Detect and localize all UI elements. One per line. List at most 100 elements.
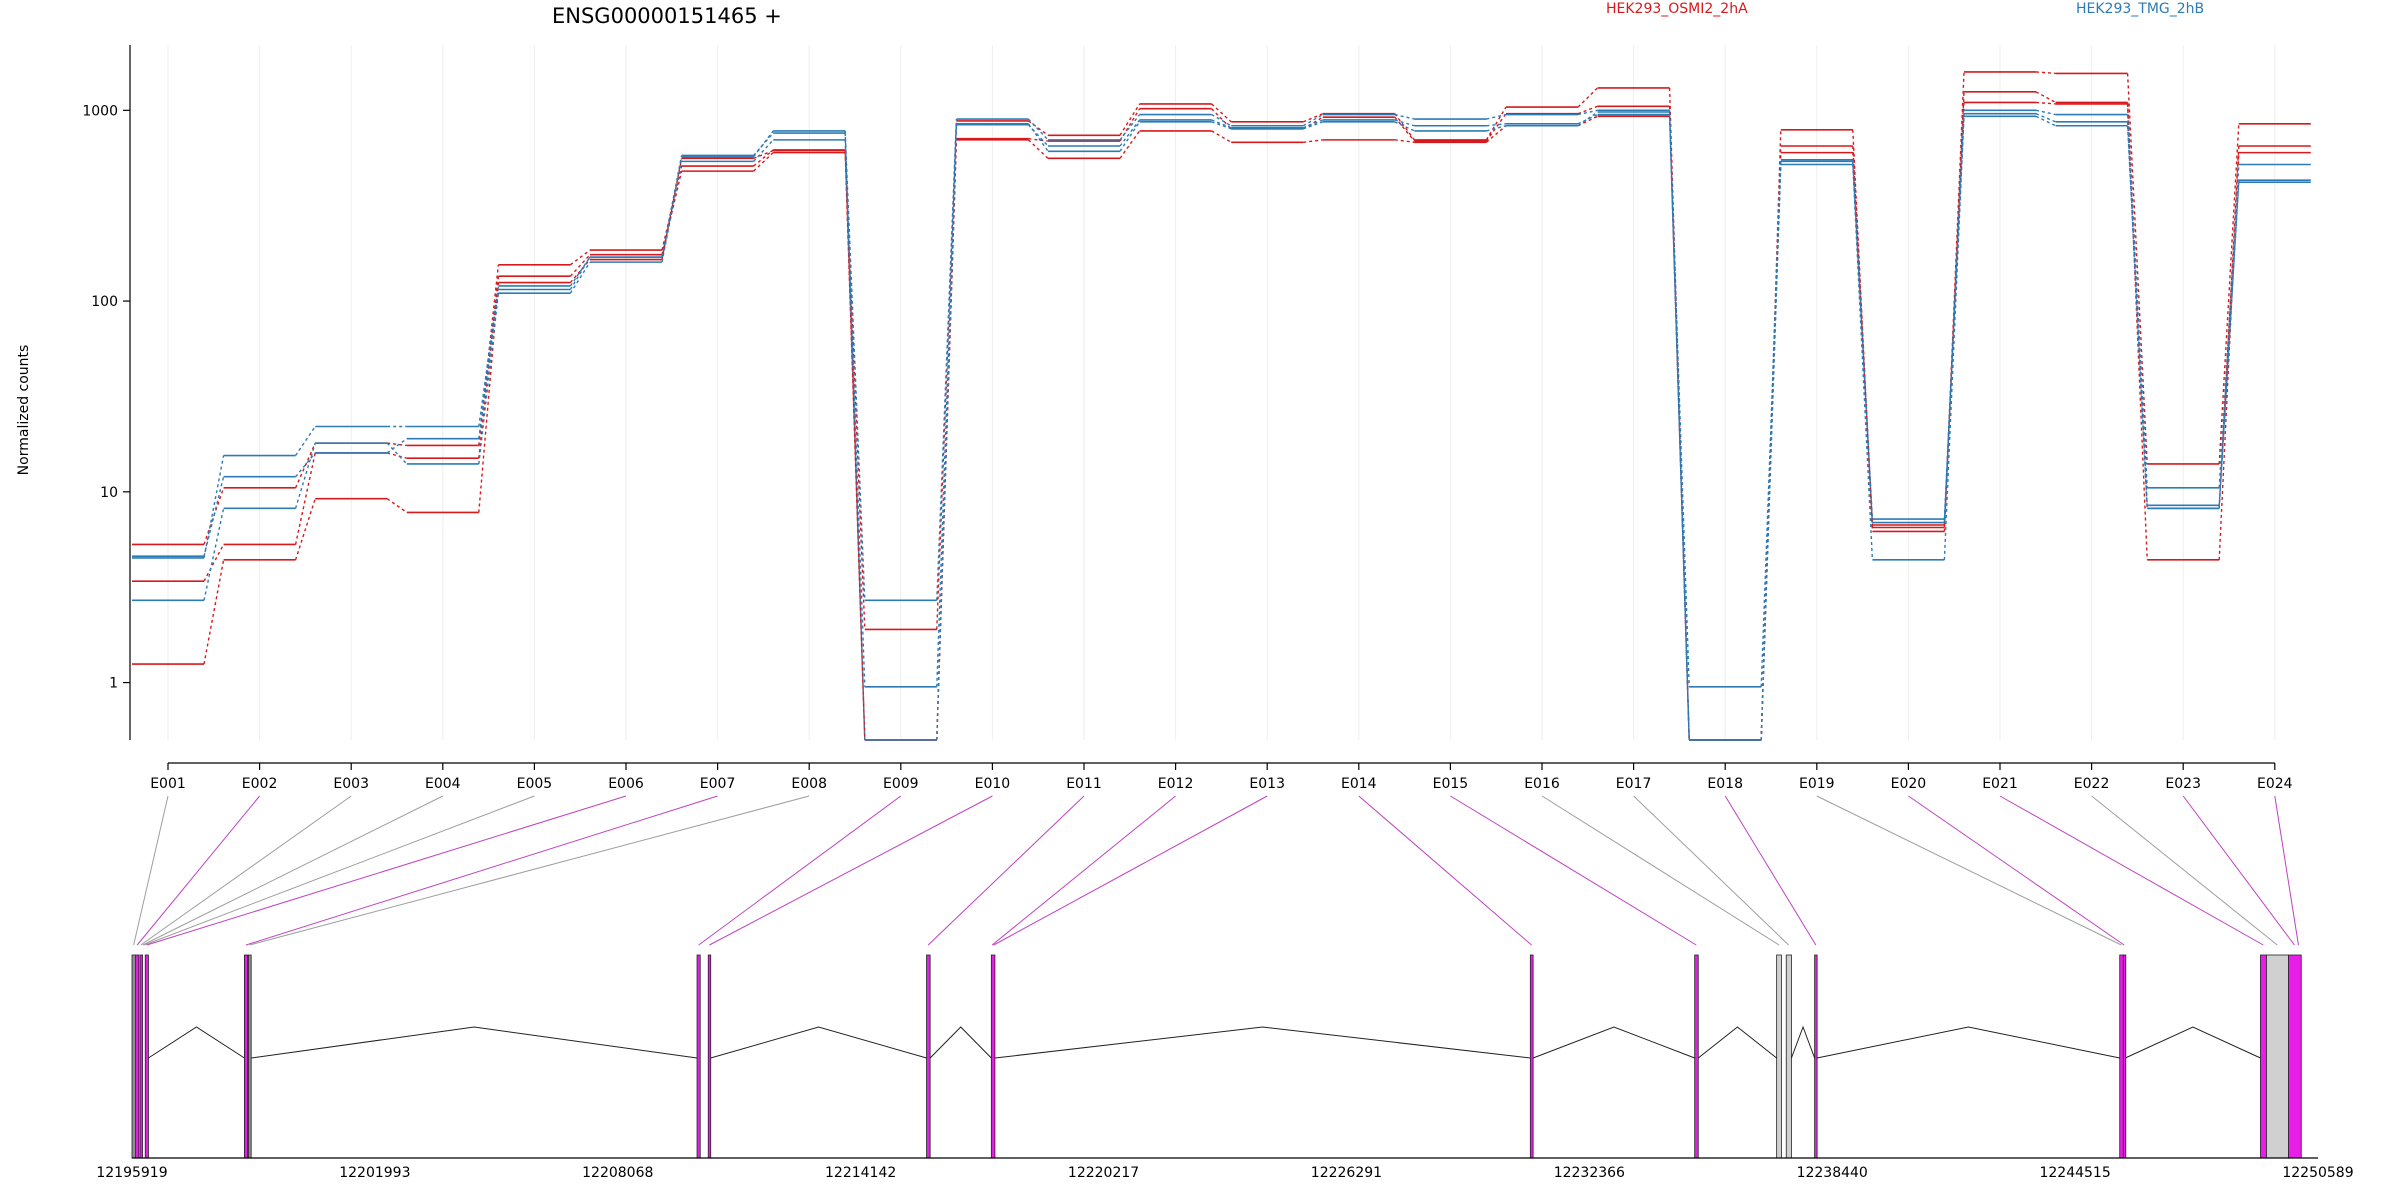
gene-model xyxy=(131,954,2302,1159)
intron-line xyxy=(994,1026,1531,1059)
x-tick-label: E018 xyxy=(1707,776,1743,792)
series-connector xyxy=(1577,87,1599,108)
series-connector xyxy=(478,293,500,465)
series-connector xyxy=(203,544,225,582)
series-connector xyxy=(1943,113,1965,560)
series-connector xyxy=(936,124,958,741)
y-axis-label: Normalized counts xyxy=(16,345,32,476)
exon-block xyxy=(243,954,248,1159)
intron-line xyxy=(1532,1026,1695,1059)
x-tick-label: E015 xyxy=(1433,776,1469,792)
series-connector xyxy=(1028,137,1049,142)
series-connector xyxy=(294,452,316,545)
series-connector xyxy=(1119,114,1141,141)
exon-link-line xyxy=(927,795,1085,946)
series-lines xyxy=(132,71,2311,741)
x-tick-label: E009 xyxy=(883,776,919,792)
series-connector xyxy=(844,139,866,687)
exon-block xyxy=(247,954,252,1159)
genomic-tick-label: 12238440 xyxy=(1797,1165,1868,1181)
series-connector xyxy=(203,508,225,601)
exon-link-line xyxy=(245,795,718,946)
exon-block xyxy=(990,954,996,1159)
exon-link-line xyxy=(2274,795,2299,946)
series-connector xyxy=(2126,103,2148,560)
exon-link-line xyxy=(144,795,535,946)
x-tick-label: E013 xyxy=(1249,776,1285,792)
series-connector xyxy=(1027,124,1049,147)
exon-block xyxy=(135,954,140,1159)
x-tick-label: E012 xyxy=(1158,776,1194,792)
exon-link-line xyxy=(133,795,169,946)
exon-link-line xyxy=(249,795,810,946)
series-connector xyxy=(1943,110,1965,520)
intron-line xyxy=(2125,1026,2261,1059)
genomic-axis: 12195919 12201993 12208068 12214142 12220217… xyxy=(96,1157,2354,1181)
grid-lines xyxy=(167,45,2276,740)
series-connector xyxy=(2035,115,2056,127)
x-tick-label: E007 xyxy=(700,776,736,792)
series-connector xyxy=(1668,114,1690,741)
exon-link-line xyxy=(136,795,260,946)
series-connector xyxy=(1394,121,1415,132)
x-tick-label: E005 xyxy=(517,776,553,792)
series-connector xyxy=(478,282,500,513)
y-tick-label: 1 xyxy=(109,676,118,692)
series-connector xyxy=(203,476,225,557)
series-connector xyxy=(1211,121,1232,130)
exon-link-line xyxy=(2182,795,2295,946)
exon-block xyxy=(2122,954,2127,1159)
exon-block xyxy=(139,954,143,1159)
series-connector xyxy=(203,487,225,545)
series-connector xyxy=(1486,125,1507,132)
x-tick-label: E003 xyxy=(333,776,369,792)
genomic-tick-label: 12220217 xyxy=(1068,1165,1139,1181)
x-tick-label: E022 xyxy=(2074,776,2110,792)
intron-line xyxy=(1790,1025,1816,1059)
intron-line xyxy=(251,1026,698,1059)
exon-block xyxy=(2260,954,2267,1159)
series-connector xyxy=(661,158,683,260)
series-connector xyxy=(1119,108,1141,142)
series-connector xyxy=(1027,120,1049,136)
series-group xyxy=(132,101,2311,741)
exon-block xyxy=(1694,954,1699,1159)
exon-link-line xyxy=(146,795,627,946)
series-connector xyxy=(1577,111,1599,127)
series-connector xyxy=(1027,139,1049,159)
genomic-tick-label: 12244515 xyxy=(2039,1165,2110,1181)
series-connector xyxy=(295,452,316,478)
genomic-tick-label: 12201993 xyxy=(339,1165,410,1181)
series-connector xyxy=(1211,113,1232,127)
y-tick-label: 10 xyxy=(100,485,118,501)
series-connector xyxy=(386,498,408,513)
exon-link-line xyxy=(1450,795,1697,946)
series-connector xyxy=(1760,161,1782,741)
series-connector xyxy=(1211,130,1232,143)
series-connector xyxy=(1760,159,1782,687)
series-connector xyxy=(1577,113,1598,125)
series-connector xyxy=(1485,106,1507,141)
genomic-tick-label: 12250589 xyxy=(2282,1165,2353,1181)
legend-entry-osmi2: HEK293_OSMI2_2hA xyxy=(1606,1,1748,17)
x-tick-label: E016 xyxy=(1524,776,1560,792)
x-tick-label: E008 xyxy=(791,776,827,792)
exon-block xyxy=(1529,954,1534,1159)
series-connector xyxy=(2126,125,2148,509)
series-connector xyxy=(2126,121,2148,506)
x-tick-label: E010 xyxy=(975,776,1011,792)
y-tick-label: 1000 xyxy=(82,103,118,119)
exon-block xyxy=(1785,954,1792,1159)
series-connector xyxy=(1394,116,1415,142)
x-axis: E001 E002 E003 E004 E005 E006 E007 E008 E009 E010… xyxy=(150,762,2293,792)
x-tick-label: E006 xyxy=(608,776,644,792)
series-connector xyxy=(1577,115,1598,127)
exon-link-line xyxy=(1633,795,1789,946)
series-connector xyxy=(203,455,225,559)
legend-entry-tmg: HEK293_TMG_2hB xyxy=(2076,1,2204,17)
series-connector xyxy=(1303,139,1323,143)
exon-block xyxy=(926,954,931,1159)
exon-link-lines xyxy=(133,795,2299,946)
series-connector xyxy=(1394,119,1415,127)
series-connector xyxy=(1394,139,1415,143)
